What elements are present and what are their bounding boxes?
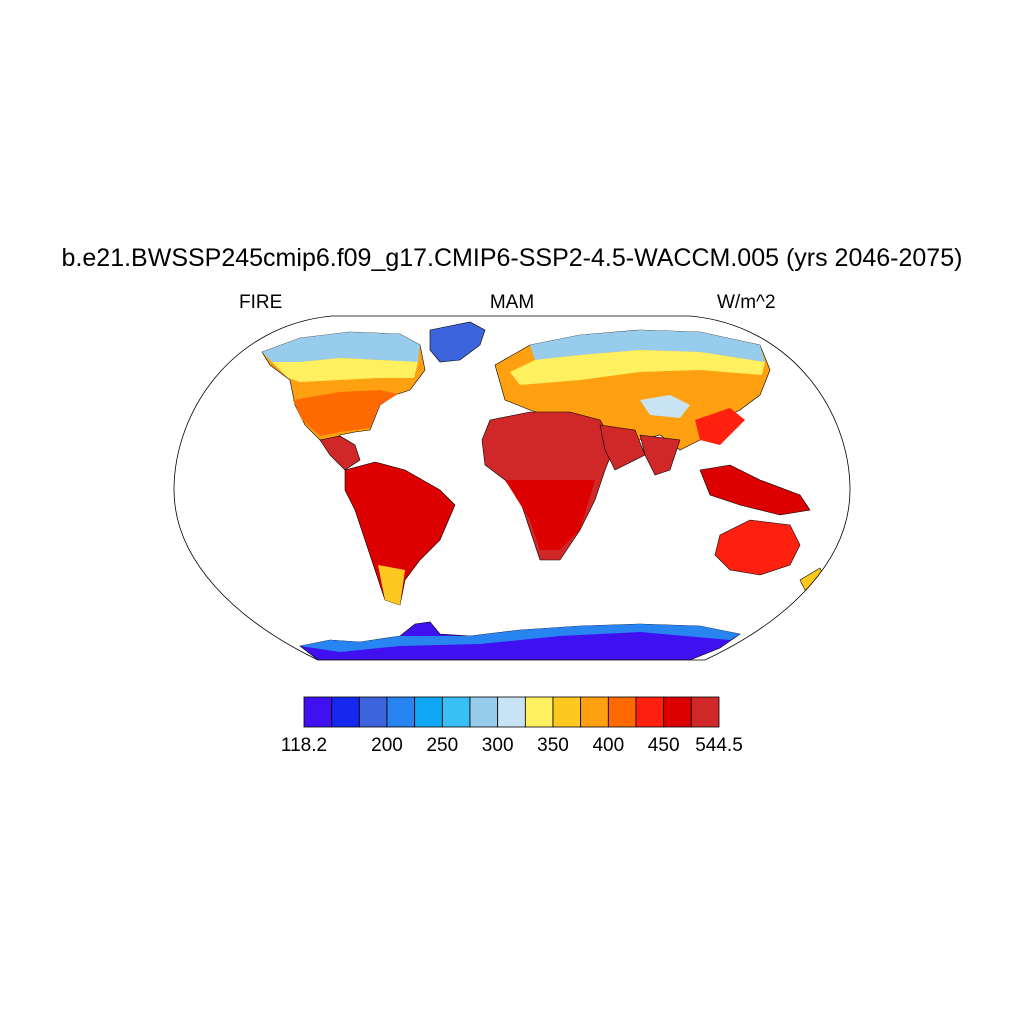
colorbar-tick-label: 250 bbox=[426, 735, 459, 756]
colorbar-tick-label: 118.2 bbox=[280, 735, 328, 756]
colorbar-swatch bbox=[303, 696, 333, 728]
colorbar-swatch bbox=[524, 696, 554, 728]
se-asia-islands bbox=[699, 464, 811, 516]
colorbar-tick-label: 350 bbox=[537, 735, 569, 756]
colorbar-swatch bbox=[469, 696, 499, 728]
colorbar-tick-label: 400 bbox=[592, 735, 625, 756]
central-africa bbox=[505, 480, 595, 550]
arabia bbox=[599, 424, 646, 471]
colorbar-swatch bbox=[607, 696, 637, 728]
tibet bbox=[640, 395, 690, 418]
colorbar-tick-label: 450 bbox=[647, 735, 680, 756]
colorbar-tick-label: 200 bbox=[371, 735, 403, 756]
land-field bbox=[261, 321, 826, 660]
variable-label: FIRE bbox=[239, 292, 283, 313]
colorbar-swatch bbox=[497, 696, 526, 728]
colorbar-swatch bbox=[552, 696, 582, 728]
russia-band bbox=[510, 350, 765, 385]
colorbar-tick-label: 300 bbox=[481, 735, 514, 756]
colorbar-swatch bbox=[663, 696, 692, 728]
colorbar-swatch bbox=[331, 696, 360, 728]
plot-title: b.e21.BWSSP245cmip6.f09_g17.CMIP6-SSP2-4… bbox=[61, 244, 963, 272]
north-canada-band bbox=[262, 332, 420, 362]
china-east bbox=[695, 408, 745, 445]
india bbox=[639, 434, 681, 476]
central-america bbox=[319, 435, 361, 471]
colorbar-tick-label: 544.5 bbox=[695, 735, 743, 756]
greenland-region bbox=[429, 321, 486, 363]
colorbar-swatch bbox=[414, 696, 443, 728]
siberia-band bbox=[530, 330, 765, 362]
colorbar-swatch bbox=[580, 696, 609, 728]
usa-band bbox=[293, 390, 398, 436]
colorbar-swatch bbox=[690, 696, 720, 728]
south-america-region bbox=[344, 461, 456, 606]
colorbar-swatch bbox=[358, 696, 388, 728]
colorbar-swatch bbox=[441, 696, 471, 728]
antarctica-coast bbox=[300, 624, 740, 652]
colorbar bbox=[303, 696, 720, 728]
australia-region bbox=[714, 519, 801, 576]
map-outline bbox=[173, 315, 851, 661]
units-label: W/m^2 bbox=[717, 292, 776, 313]
mid-canada-band bbox=[272, 358, 418, 382]
colorbar-swatch bbox=[635, 696, 665, 728]
season-label: MAM bbox=[489, 292, 535, 313]
colorbar-swatch bbox=[386, 696, 416, 728]
patagonia bbox=[378, 565, 405, 605]
